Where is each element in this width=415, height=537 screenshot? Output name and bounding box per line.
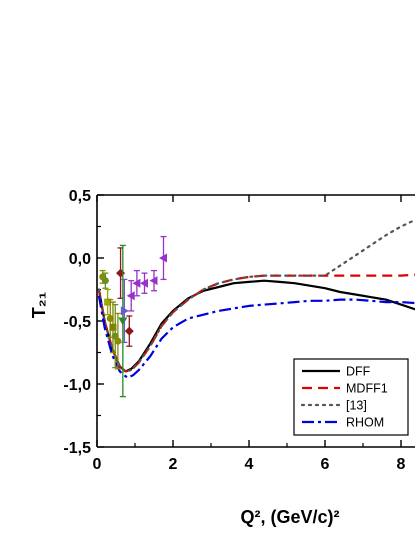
point-marker [124, 326, 134, 336]
series-line-mdff1 [97, 273, 415, 373]
data-point [106, 298, 114, 339]
x-axis-label: Q², (GeV/c)² [240, 507, 339, 527]
point-marker [126, 291, 135, 301]
data-point [159, 235, 167, 281]
legend-label: DFF [346, 365, 371, 379]
point-marker [159, 253, 167, 263]
x-tick-label: 6 [321, 456, 330, 473]
y-tick-label: -0,5 [63, 314, 91, 331]
point-marker [104, 298, 112, 306]
point-marker [149, 276, 158, 286]
point-marker [132, 278, 141, 288]
x-tick-label: 4 [245, 456, 254, 473]
data-point [124, 315, 134, 347]
series-line-dff [97, 279, 415, 373]
legend: DFF MDFF1 [13] RHOM [293, 358, 409, 436]
legend-label: RHOM [346, 416, 384, 430]
data-points [99, 235, 167, 398]
x-tick-label: 0 [93, 456, 102, 473]
point-marker [106, 314, 114, 322]
data-point [126, 280, 135, 312]
data-point [140, 272, 148, 294]
point-marker [114, 337, 122, 345]
y-tick-label: 0,0 [69, 251, 91, 268]
y-tick-labels: -1,5 -1,0 -0,5 0,0 0,5 [63, 188, 91, 457]
data-point [114, 312, 122, 370]
point-marker [118, 317, 128, 326]
point-marker [140, 278, 148, 288]
legend-label: [13] [346, 399, 367, 413]
series-line-rhom [97, 295, 415, 379]
point-marker [109, 323, 117, 331]
point-marker [101, 277, 109, 285]
data-point [104, 288, 112, 316]
legend-label: MDFF1 [346, 382, 388, 396]
data-point [118, 244, 128, 398]
x-tick-labels: 0 2 4 6 8 [93, 456, 406, 473]
y-tick-label: 0,5 [69, 188, 91, 205]
y-tick-label: -1,0 [63, 377, 91, 394]
point-marker [120, 306, 129, 316]
data-point [120, 278, 129, 344]
y-tick-label: -1,5 [63, 440, 91, 457]
point-marker [116, 268, 126, 278]
y-axis-label: T₂₁ [29, 292, 49, 318]
series-lines [97, 218, 415, 379]
x-tick-label: 8 [397, 456, 406, 473]
data-point [149, 269, 158, 292]
data-point [101, 272, 109, 289]
x-tick-label: 2 [169, 456, 178, 473]
data-point [132, 269, 141, 297]
